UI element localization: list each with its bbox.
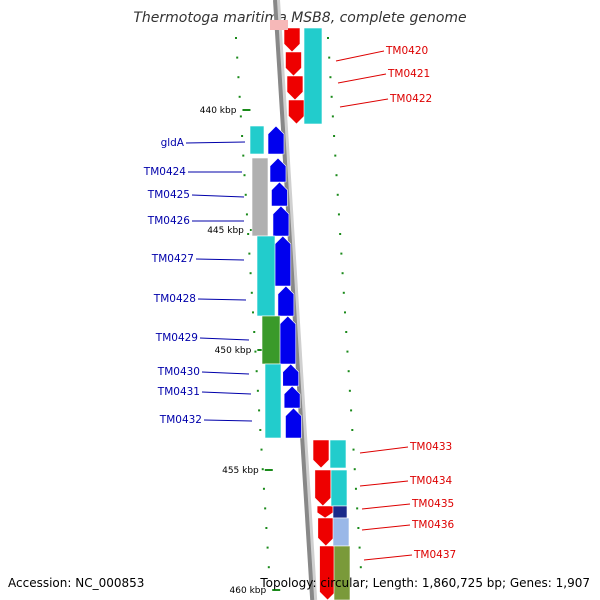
- gene-label: TM0436: [411, 519, 455, 531]
- forward-gene-arrow: [267, 125, 285, 155]
- kbp-label: 445 kbp: [207, 226, 244, 236]
- forward-gene-arrow: [277, 285, 295, 317]
- reverse-gene-band: [330, 469, 348, 507]
- leader-line: [335, 50, 385, 62]
- gene-label: TM0420: [385, 45, 428, 57]
- gene-label: gldA: [161, 137, 185, 149]
- accession-text: Accession: NC_000853: [8, 576, 145, 590]
- gene-label: TM0424: [143, 166, 187, 178]
- reverse-gene-arrow: [312, 439, 330, 469]
- reverse-gene-band: [332, 517, 350, 547]
- reverse-gene-arrow: [319, 545, 336, 600]
- reverse-gene-arrow: [286, 75, 304, 101]
- forward-gene-arrow: [269, 157, 287, 183]
- forward-gene-arrow: [282, 363, 300, 387]
- gene-label: TM0437: [413, 549, 456, 561]
- genome-summary-text: Topology: circular; Length: 1,860,725 bp…: [260, 576, 590, 590]
- gene-label: TM0433: [409, 441, 452, 453]
- map-title: Thermotoga maritima MSB8, complete genom…: [133, 10, 467, 26]
- leader-line: [361, 503, 411, 510]
- leader-line: [363, 554, 413, 561]
- forward-gene-band: [256, 235, 276, 317]
- gene-fragment: [270, 20, 288, 30]
- forward-gene-arrow: [272, 205, 290, 237]
- forward-gene-arrow: [271, 181, 288, 207]
- leader-line: [185, 141, 246, 144]
- reverse-gene-arrow: [316, 505, 334, 519]
- forward-gene-arrow: [274, 235, 292, 287]
- leader-line: [361, 524, 411, 531]
- gene-label: TM0435: [411, 498, 454, 510]
- gene-label: TM0431: [157, 386, 200, 398]
- leader-line: [191, 194, 245, 198]
- gene-label: TM0429: [155, 332, 198, 344]
- forward-gene-band: [261, 315, 281, 365]
- leader-line: [359, 446, 409, 454]
- gene-label: TM0422: [389, 93, 432, 105]
- leader-line: [337, 73, 387, 84]
- reverse-gene-arrow: [314, 469, 332, 507]
- leader-line: [339, 98, 389, 108]
- kbp-label: 440 kbp: [200, 106, 237, 116]
- leader-line: [201, 391, 252, 395]
- leader-line: [201, 371, 250, 375]
- forward-gene-band: [249, 125, 265, 155]
- reverse-gene-arrow: [288, 99, 305, 125]
- gene-label: TM0430: [157, 366, 200, 378]
- forward-gene-arrow: [283, 385, 301, 409]
- kbp-label: 450 kbp: [215, 346, 252, 356]
- gene-label: TM0434: [409, 475, 453, 487]
- gene-label: TM0425: [147, 189, 190, 201]
- reverse-gene-arrow: [283, 27, 301, 53]
- leader-line: [203, 419, 253, 422]
- forward-gene-arrow: [285, 407, 302, 439]
- gene-label: TM0432: [159, 414, 202, 426]
- leader-line: [199, 337, 250, 341]
- leader-line: [195, 258, 245, 261]
- gene-label: TM0428: [153, 293, 196, 305]
- gene-label: TM0426: [147, 215, 191, 227]
- forward-gene-band: [264, 363, 282, 439]
- gene-label: TM0427: [151, 253, 194, 265]
- reverse-gene-band: [333, 545, 351, 600]
- forward-gene-band: [251, 157, 269, 237]
- forward-gene-arrow: [279, 315, 297, 365]
- gene-label: TM0421: [387, 68, 430, 80]
- reverse-gene-band: [303, 27, 323, 125]
- reverse-gene-band: [329, 439, 347, 469]
- kbp-label: 455 kbp: [222, 466, 259, 476]
- kbp-label: 460 kbp: [230, 586, 267, 596]
- reverse-gene-band: [332, 505, 348, 519]
- tick-marks: [235, 37, 362, 569]
- leader-line: [197, 298, 247, 301]
- reverse-gene-arrow: [285, 51, 302, 77]
- reverse-gene-arrow: [317, 517, 335, 547]
- leader-line: [359, 480, 409, 487]
